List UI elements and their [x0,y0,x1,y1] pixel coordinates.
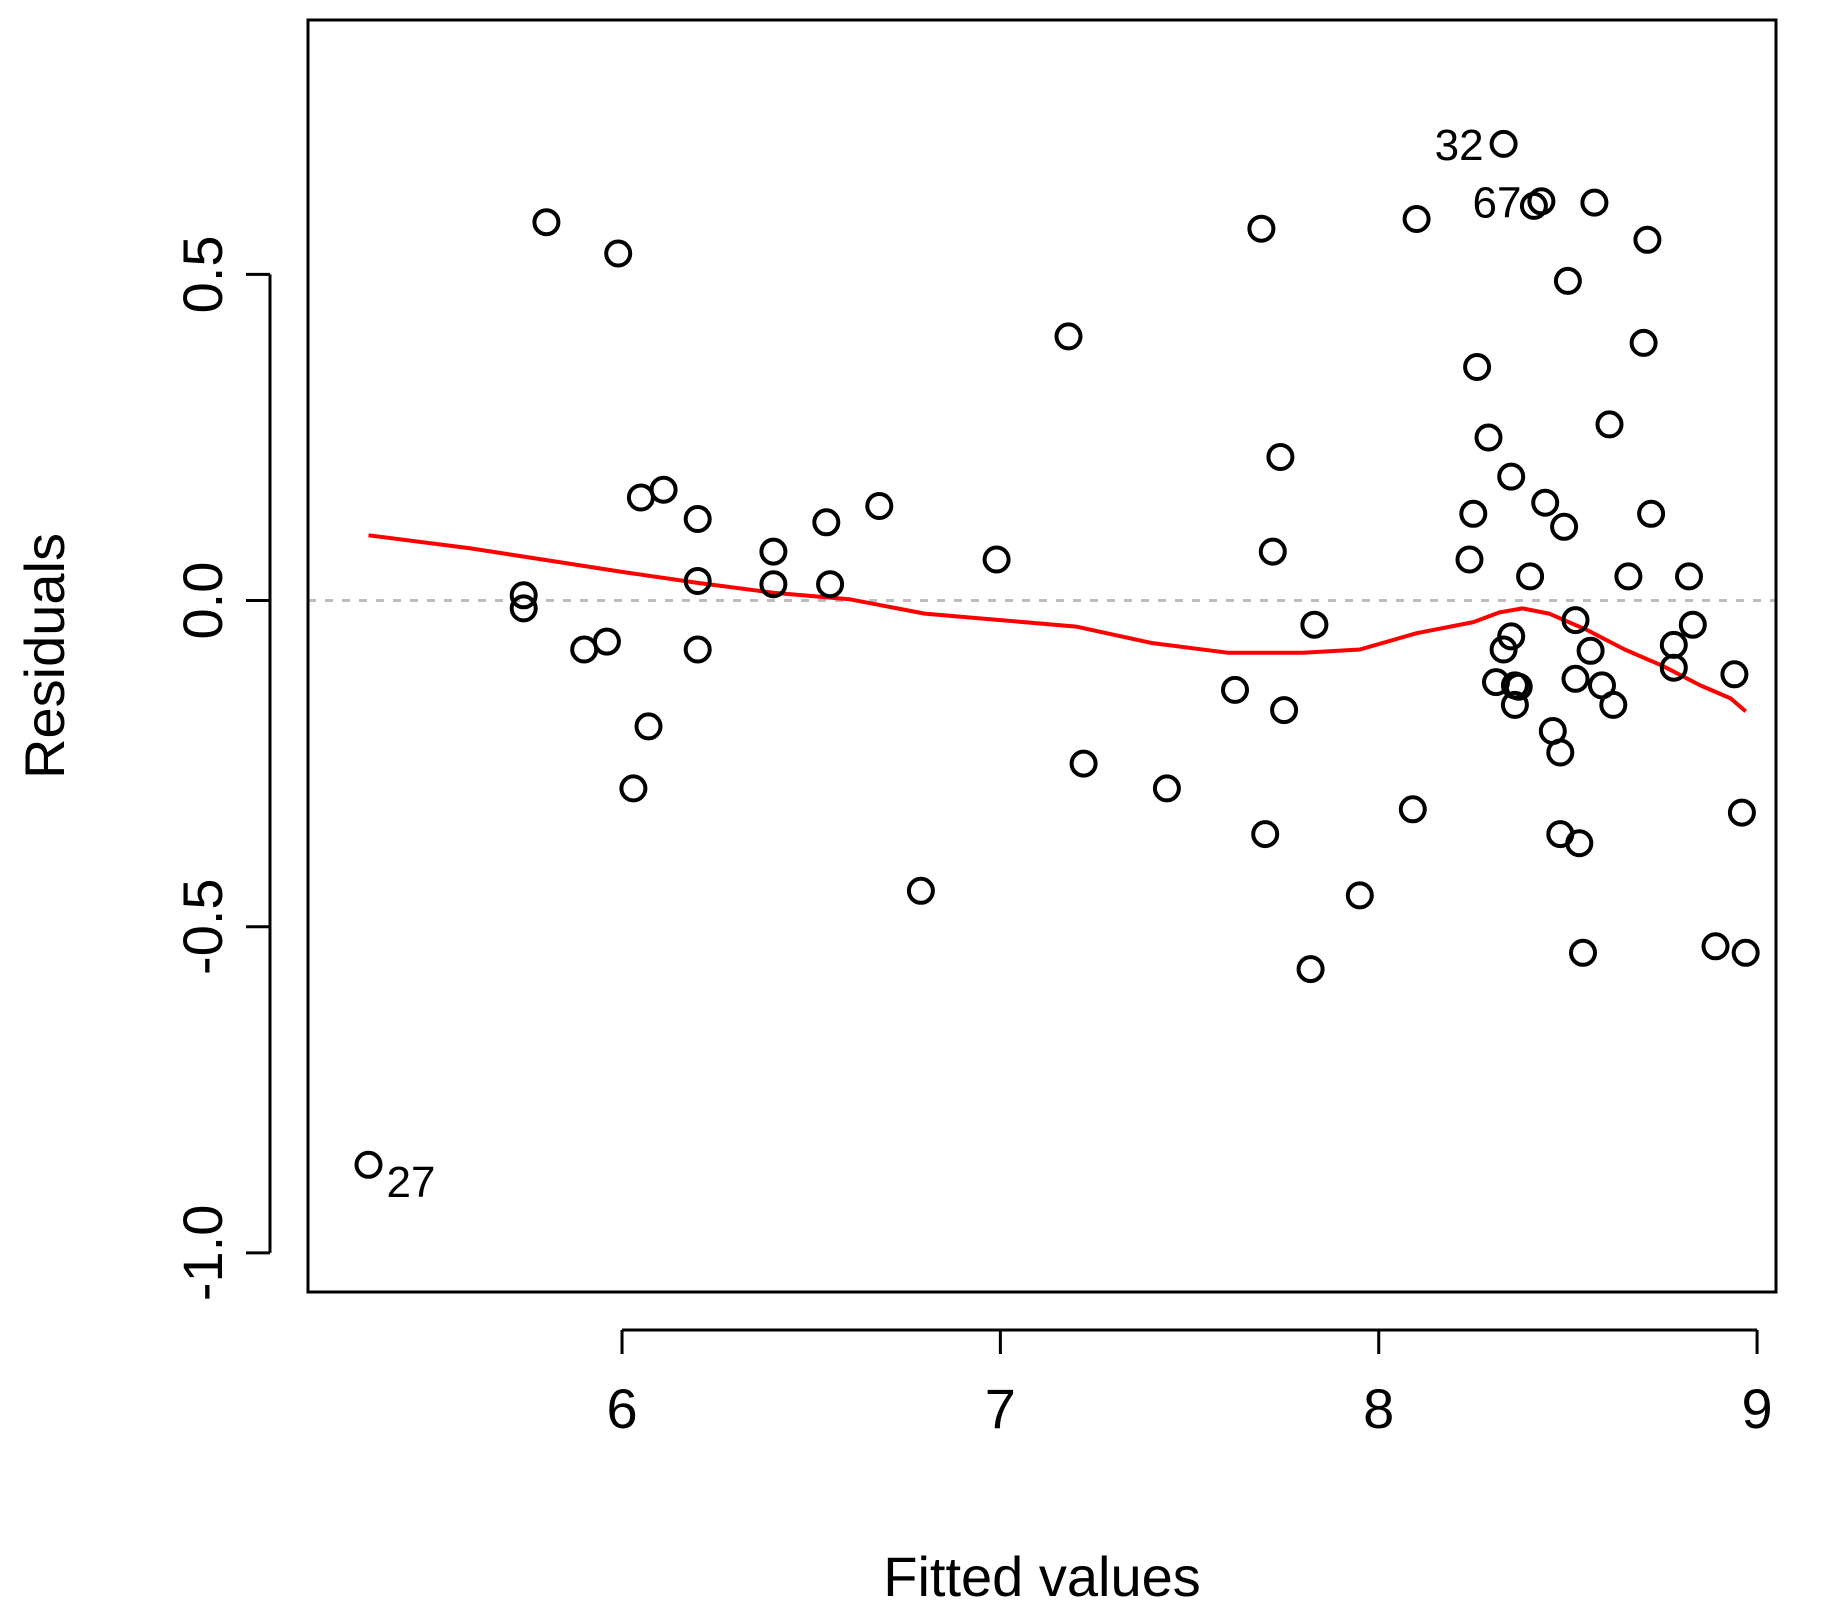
data-point [1300,610,1329,639]
data-point [1258,537,1287,566]
smooth-line-layer [368,533,1748,713]
data-point [1489,129,1518,158]
data-point [1580,188,1609,217]
data-point [1565,829,1594,858]
data-point [1561,664,1590,693]
data-point [1595,410,1624,439]
data-point [1345,881,1374,910]
data-point [1527,187,1556,216]
data-point [592,627,621,656]
plot-frame [306,18,1778,1294]
data-point [509,581,538,610]
data-point [1247,214,1276,243]
smooth-line [368,533,1748,713]
data-point [1463,353,1492,381]
x-tick-label: 7 [985,1377,1016,1440]
data-point [626,483,655,512]
point-labels-layer: 27 32 67 [387,121,1522,1207]
data-point [1546,738,1575,767]
data-point [1497,462,1526,491]
data-point [865,492,894,520]
data-point [1152,774,1181,803]
data-point [683,635,712,664]
data-point [509,594,538,623]
data-point [1516,562,1545,591]
point-label: 32 [1435,121,1484,170]
x-axis: 6 7 8 9 [606,1328,1773,1440]
data-point [1455,545,1484,574]
data-point [1576,636,1605,665]
data-point [1054,322,1083,351]
data-point [1614,562,1643,591]
data-point [906,876,935,905]
point-label: 67 [1472,178,1521,227]
data-point [1270,696,1299,725]
data-point [1599,690,1628,719]
data-point [1633,225,1662,254]
data-point [1474,423,1503,452]
x-tick-label: 8 [1363,1377,1394,1440]
data-point [1637,499,1666,528]
data-point [1675,562,1703,591]
data-point [1550,512,1579,541]
data-point [1569,938,1597,967]
data-point [1727,798,1756,827]
data-point [1398,795,1427,824]
data-point [1531,488,1560,517]
data-point [759,537,788,566]
points-layer [354,129,1760,1179]
y-tick-label: -0.5 [171,878,234,975]
data-point [1221,675,1249,704]
data-point [1659,653,1688,682]
data-point [570,635,599,664]
data-point [604,239,633,268]
data-point [812,508,841,537]
data-point [1497,622,1526,651]
data-point [683,567,712,595]
data-point [1678,610,1707,639]
data-point [1561,606,1590,635]
y-tick-label: 0.0 [171,562,234,640]
data-point [1500,690,1529,719]
data-point [532,208,561,237]
data-point [1659,630,1688,659]
y-tick-label: -1.0 [171,1205,234,1302]
y-axis-label: Residuals [13,533,76,779]
data-point [759,570,788,599]
data-point [816,570,845,599]
x-axis-label: Fitted values [883,1545,1201,1608]
data-point [1629,328,1658,357]
data-point [1731,938,1760,967]
data-point [1459,499,1488,528]
data-point [1701,932,1730,961]
x-tick-label: 6 [606,1377,637,1440]
data-point [649,475,678,504]
point-label: 27 [387,1158,436,1207]
data-point [1266,443,1295,471]
y-axis: -1.0 -0.5 0.0 0.5 [171,235,272,1302]
data-point [683,505,712,533]
data-point [982,545,1011,574]
data-point [1720,660,1749,689]
data-point [1251,820,1280,849]
data-point [1296,955,1325,984]
x-tick-label: 9 [1742,1377,1773,1440]
data-point [634,712,663,741]
data-point [354,1150,383,1179]
data-point [619,774,648,803]
data-point [1402,205,1431,233]
data-point [1504,672,1533,701]
data-point [1553,266,1582,295]
data-point [1069,749,1098,778]
y-tick-label: 0.5 [171,235,234,313]
